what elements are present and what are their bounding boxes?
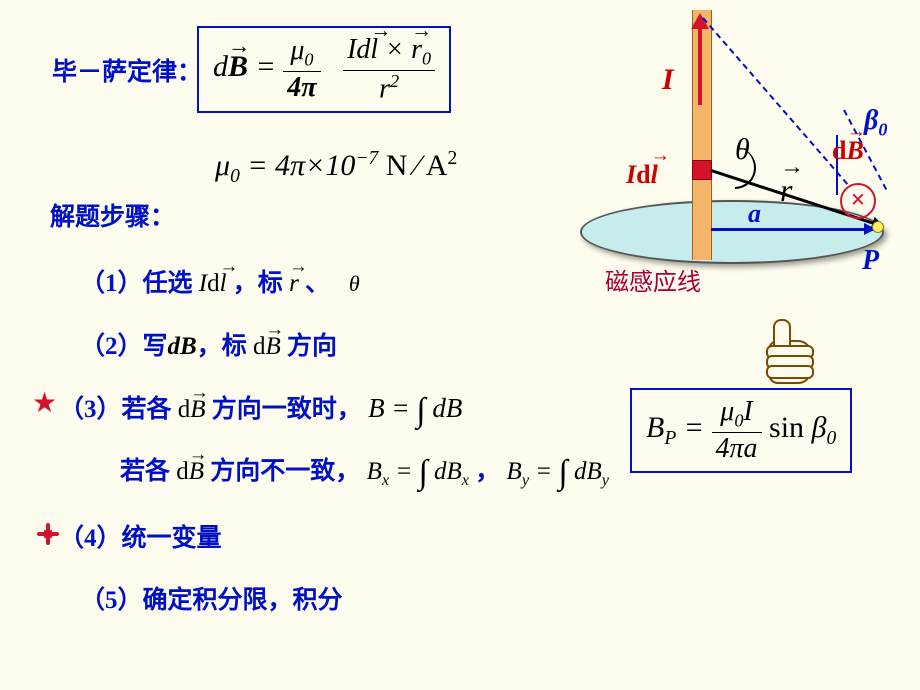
step-5: （5）确定积分限，积分 bbox=[80, 580, 343, 616]
current-arrow bbox=[698, 25, 702, 105]
step3-dBvec: B bbox=[190, 396, 205, 424]
mu0-units-exp: 2 bbox=[447, 148, 457, 169]
label-I: I bbox=[662, 63, 674, 97]
mu0-eq: = 4π×10 bbox=[240, 149, 356, 182]
label-Idl: Idl bbox=[626, 160, 658, 190]
law-r-exp: 2 bbox=[390, 71, 399, 91]
res-Bp: B bbox=[646, 411, 664, 444]
label-dB-d: d bbox=[832, 136, 846, 165]
label-beta0: β0 bbox=[864, 105, 887, 141]
biot-savart-formula-box: dB = μ0 4π Idl × r0 r2 bbox=[197, 26, 451, 113]
label-dB: dB bbox=[832, 136, 864, 166]
label-Idl-d: d bbox=[636, 160, 650, 189]
label-r-vec: r bbox=[780, 172, 792, 209]
label-a: a bbox=[748, 199, 761, 229]
res-beta-sub: 0 bbox=[827, 428, 837, 449]
res-sin: sin bbox=[769, 411, 812, 444]
label-Idl-I: I bbox=[626, 160, 636, 189]
step1-r-vec: r bbox=[289, 270, 299, 298]
step1-text-a: （1）任选 bbox=[80, 270, 199, 297]
step2-b: ，标 bbox=[197, 333, 253, 360]
step1-d: d bbox=[207, 270, 220, 297]
into-page-icon: × bbox=[840, 183, 876, 219]
step3-Bx-sub: x bbox=[382, 471, 389, 489]
step3-By-sub: y bbox=[522, 471, 529, 489]
step3-dBy: B bbox=[586, 458, 601, 485]
step3-2a: 若各 bbox=[120, 458, 176, 485]
point-P bbox=[872, 221, 884, 233]
step3-comma: ， bbox=[475, 458, 500, 485]
law-mu: μ bbox=[290, 35, 304, 66]
step3-dBx-sub: x bbox=[462, 471, 469, 489]
step1-text-c: 、 bbox=[305, 270, 330, 297]
steps-title: 解题步骤： bbox=[50, 197, 175, 233]
step3-dBx: B bbox=[447, 458, 462, 485]
law-r0-sub: 0 bbox=[422, 49, 431, 69]
law-I: I bbox=[347, 34, 356, 65]
res-Bp-sub: P bbox=[664, 428, 676, 449]
step2-dB: dB bbox=[168, 333, 197, 360]
law-4pi: 4π bbox=[283, 72, 320, 104]
star-icon: ★ bbox=[32, 386, 57, 420]
field-line-label: 磁感应线 bbox=[605, 262, 701, 297]
mu0-exp: −7 bbox=[355, 148, 378, 169]
label-Idl-l: l bbox=[651, 160, 658, 190]
step2-dB-vec: B bbox=[265, 333, 280, 361]
step3-b: 方向一致时， bbox=[206, 396, 362, 423]
step3-2b: 方向不一致， bbox=[204, 458, 360, 485]
result-formula-box: BP = μ0I 4πa sin β0 bbox=[630, 388, 852, 473]
law-lhs-d: d bbox=[213, 50, 228, 83]
res-I: I bbox=[743, 396, 752, 427]
dashed-line-1 bbox=[702, 17, 848, 184]
label-r: r bbox=[780, 172, 792, 209]
step1-text-b: ，标 bbox=[233, 270, 289, 297]
step-4: （4）统一变量 bbox=[59, 518, 222, 554]
current-wire bbox=[692, 10, 712, 260]
law-r: r bbox=[379, 73, 390, 104]
law-lhs-B-vec: B bbox=[228, 50, 248, 84]
step3-2-dBvec: B bbox=[189, 458, 204, 486]
a-vector bbox=[711, 228, 874, 231]
step1-theta: θ bbox=[349, 271, 360, 296]
mu0-sub: 0 bbox=[230, 166, 240, 187]
step3-a: （3）若各 bbox=[59, 396, 178, 423]
label-P: P bbox=[862, 245, 879, 277]
step3-By: B bbox=[507, 458, 522, 485]
label-beta0-sub: 0 bbox=[878, 120, 887, 140]
res-den: 4πa bbox=[712, 433, 762, 465]
label-theta: θ bbox=[735, 133, 750, 167]
res-eq: = bbox=[684, 411, 712, 444]
step-3: （3）若各 dB 方向一致时， B = ∫ dB bbox=[59, 388, 462, 426]
current-element bbox=[692, 160, 712, 180]
law-l-vec: l bbox=[370, 34, 378, 66]
mu0-value: μ0 = 4π×10−7 N ∕ A2 bbox=[215, 148, 457, 188]
step-1: （1）任选 Idl ，标 r 、 θ bbox=[80, 263, 360, 299]
mu0-units: N ∕ A bbox=[378, 149, 447, 182]
step-3-alt: 若各 dB 方向不一致， Bx = ∫ dBx ， By = ∫ dBy bbox=[120, 450, 609, 490]
law-eq: = bbox=[256, 50, 284, 83]
label-beta0-b: β bbox=[864, 105, 878, 136]
law-r0-vec: r bbox=[411, 34, 422, 66]
step2-a: （2）写 bbox=[80, 333, 168, 360]
step3-Bx: B bbox=[367, 458, 382, 485]
step1-l-vec: l bbox=[220, 270, 227, 298]
step2-c: 方向 bbox=[287, 333, 337, 360]
wire-diagram: × I Idl θ r a β0 dB P bbox=[570, 5, 910, 305]
mu0-mu: μ bbox=[215, 149, 230, 182]
step3-dBy-sub: y bbox=[602, 471, 609, 489]
law-mu-sub: 0 bbox=[304, 50, 313, 70]
label-dB-B: B bbox=[846, 136, 863, 166]
thumbs-up-icon bbox=[750, 315, 820, 385]
law-title: 毕－萨定律： bbox=[52, 52, 202, 88]
law-d: d bbox=[356, 34, 370, 65]
step1-I: I bbox=[199, 270, 207, 297]
step-2: （2）写dB，标 dB 方向 bbox=[80, 326, 337, 362]
res-mu: μ bbox=[720, 396, 734, 427]
res-beta: β bbox=[812, 411, 827, 444]
